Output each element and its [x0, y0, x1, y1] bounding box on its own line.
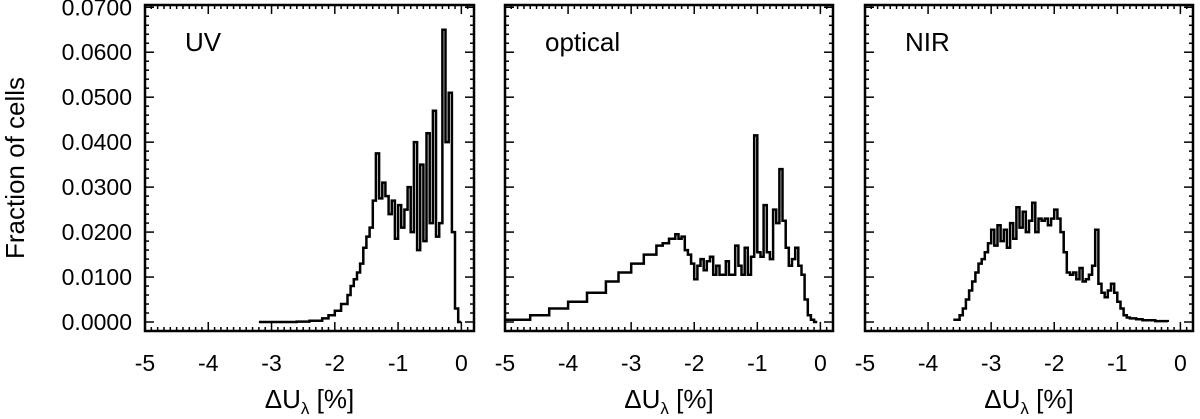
- x-tick-label: -2: [1044, 350, 1064, 376]
- x-tick-label: -4: [558, 350, 579, 376]
- x-tick-label: -4: [918, 350, 939, 376]
- x-tick-label: -1: [747, 350, 767, 376]
- x-tick-label: -3: [621, 350, 641, 376]
- x-axis-title-subscript: λ: [660, 399, 669, 418]
- x-tick-label: 0: [1174, 350, 1187, 376]
- x-tick-label: -3: [981, 350, 1001, 376]
- y-tick-label: 0.0000: [62, 309, 132, 335]
- plot-frame: [143, 3, 476, 333]
- x-axis-title-unit: [%]: [1029, 384, 1074, 414]
- y-tick-label: 0.0700: [62, 0, 132, 20]
- x-tick-label: -2: [684, 350, 704, 376]
- x-tick-label: -3: [261, 350, 281, 376]
- y-tick-label: 0.0300: [62, 174, 132, 200]
- x-tick-label: -1: [1107, 350, 1127, 376]
- panel-label: NIR: [905, 27, 950, 57]
- x-axis-title-main: ΔU: [624, 384, 660, 414]
- x-tick-label: -5: [495, 350, 515, 376]
- plot-frame: [863, 3, 1195, 333]
- x-tick-label: 0: [814, 350, 827, 376]
- y-tick-label: 0.0400: [62, 129, 132, 155]
- x-tick-label: -5: [135, 350, 155, 376]
- x-axis-title-subscript: λ: [1020, 399, 1029, 418]
- x-tick-label: -4: [198, 350, 219, 376]
- x-tick-label: -1: [388, 350, 408, 376]
- histogram-line: [505, 134, 818, 324]
- panel-3: -5 -4 -3 -2 -1 0 NIR ΔUλ [%]: [855, 3, 1195, 418]
- x-axis-title-main: ΔU: [984, 384, 1020, 414]
- panel-2: -5 -4 -3 -2 -1 0 optical ΔUλ [%]: [495, 3, 835, 418]
- x-axis-title-unit: [%]: [309, 384, 354, 414]
- x-tick-label: 0: [455, 350, 468, 376]
- y-tick-label: 0.0100: [62, 264, 132, 290]
- plot-frame: [503, 3, 835, 333]
- y-tick-label: 0.0500: [62, 84, 132, 110]
- x-axis-title-subscript: λ: [301, 399, 310, 418]
- histogram-line: [258, 28, 462, 324]
- x-tick-label: -2: [325, 350, 345, 376]
- x-tick-label: -5: [855, 350, 875, 376]
- panel-1: -5 -4 -3 -2 -1 0 0.0000 0.0100 0.0200 0.0300 0.040…: [62, 0, 476, 418]
- y-axis-title: Fraction of cells: [0, 77, 30, 259]
- x-axis-title: ΔUλ [%]: [265, 384, 354, 418]
- x-axis-title-unit: [%]: [669, 384, 714, 414]
- y-tick-label: 0.0600: [62, 39, 132, 65]
- x-axis-title-main: ΔU: [265, 384, 301, 414]
- y-tick-label: 0.0200: [62, 219, 132, 245]
- panel-label: optical: [545, 27, 620, 57]
- histogram-line: [953, 201, 1170, 323]
- x-axis-title: ΔUλ [%]: [984, 384, 1073, 418]
- x-axis-title: ΔUλ [%]: [624, 384, 713, 418]
- panel-label: UV: [185, 27, 222, 57]
